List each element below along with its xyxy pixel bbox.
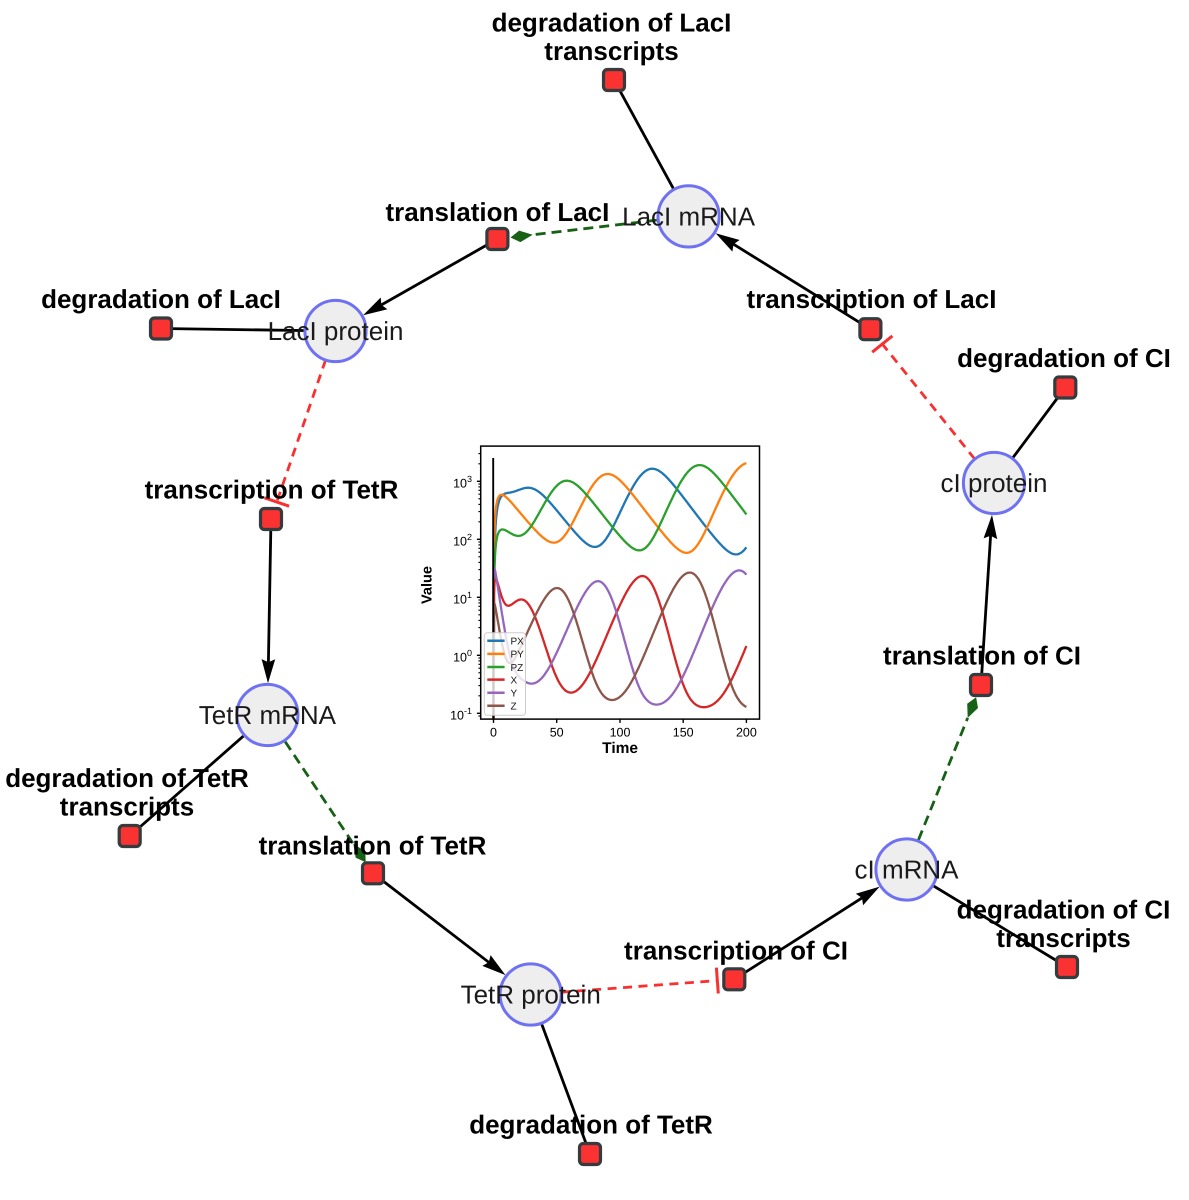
svg-text:transcription of LacI: transcription of LacI	[747, 284, 997, 314]
svg-text:translation of CI: translation of CI	[883, 641, 1081, 671]
svg-text:PX: PX	[511, 637, 525, 648]
svg-text:degradation of CI: degradation of CI	[957, 895, 1171, 925]
svg-text:Time: Time	[602, 740, 638, 757]
svg-text:LacI mRNA: LacI mRNA	[622, 201, 756, 231]
svg-text:100: 100	[610, 726, 631, 740]
svg-text:TetR protein: TetR protein	[461, 980, 601, 1010]
svg-text:X: X	[511, 675, 518, 686]
svg-text:Value: Value	[420, 566, 436, 604]
svg-text:translation of TetR: translation of TetR	[259, 830, 487, 860]
svg-text:PZ: PZ	[511, 663, 524, 674]
svg-text:transcription of TetR: transcription of TetR	[145, 475, 399, 505]
svg-text:degradation of TetR: degradation of TetR	[5, 763, 249, 793]
svg-text:transcription of CI: transcription of CI	[624, 936, 848, 966]
svg-text:50: 50	[550, 726, 564, 740]
svg-text:cI protein: cI protein	[941, 468, 1048, 498]
svg-text:transcripts: transcripts	[996, 923, 1130, 953]
svg-text:0: 0	[490, 726, 497, 740]
svg-text:transcripts: transcripts	[60, 792, 194, 822]
svg-text:PY: PY	[511, 650, 525, 661]
svg-text:transcripts: transcripts	[544, 36, 678, 66]
svg-text:LacI protein: LacI protein	[268, 316, 404, 346]
svg-text:200: 200	[736, 726, 757, 740]
svg-text:degradation of CI: degradation of CI	[957, 343, 1171, 373]
svg-text:TetR mRNA: TetR mRNA	[199, 700, 337, 730]
svg-text:degradation of LacI: degradation of LacI	[492, 8, 732, 38]
svg-text:translation of LacI: translation of LacI	[385, 197, 609, 227]
svg-text:degradation of TetR: degradation of TetR	[469, 1110, 713, 1140]
svg-text:Y: Y	[511, 689, 518, 700]
svg-text:150: 150	[673, 726, 694, 740]
svg-text:cI mRNA: cI mRNA	[855, 855, 960, 885]
svg-text:degradation of LacI: degradation of LacI	[41, 284, 281, 314]
svg-text:Z: Z	[511, 702, 517, 713]
